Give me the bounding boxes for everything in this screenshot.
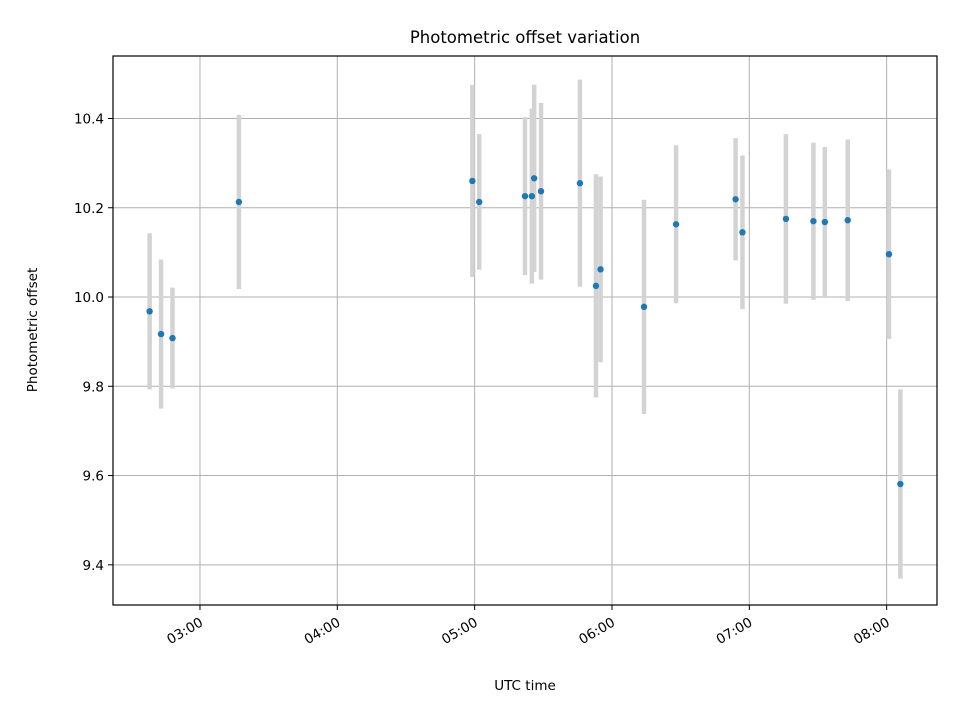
data-point — [146, 308, 153, 315]
data-point — [821, 218, 829, 226]
y-tick-label: 10.4 — [74, 111, 104, 127]
data-point — [732, 196, 739, 203]
data-point — [782, 215, 790, 223]
data-point — [235, 198, 243, 206]
data-point — [597, 266, 604, 273]
y-tick-label: 9.8 — [83, 379, 104, 395]
plot-frame — [112, 55, 938, 606]
data-point — [530, 175, 538, 182]
data-points — [146, 175, 904, 488]
data-point — [521, 192, 529, 200]
data-point — [537, 188, 545, 195]
data-point — [469, 177, 476, 185]
data-point — [592, 282, 600, 290]
y-tick-label: 9.4 — [83, 558, 104, 574]
x-axis-label: UTC time — [494, 678, 556, 694]
data-point — [476, 198, 483, 206]
data-point — [157, 330, 165, 338]
data-point — [844, 217, 851, 224]
data-point — [672, 221, 680, 228]
data-point — [739, 229, 746, 236]
y-tick-label: 10.2 — [74, 201, 104, 217]
y-tick-label: 10.0 — [74, 290, 104, 306]
grid — [113, 56, 937, 605]
y-tick-label: 9.6 — [83, 469, 104, 485]
chart-title: Photometric offset variation — [410, 28, 640, 47]
data-point — [810, 217, 817, 225]
y-axis-ticks: 9.4 9.6 9.8 10.0 10.2 10.4 — [74, 111, 113, 574]
y-axis-label: Photometric offset — [25, 268, 41, 392]
data-point — [885, 250, 893, 258]
data-point — [169, 334, 176, 342]
data-point — [576, 180, 584, 187]
data-point — [528, 192, 536, 200]
data-point — [640, 303, 648, 311]
data-point — [897, 480, 904, 488]
